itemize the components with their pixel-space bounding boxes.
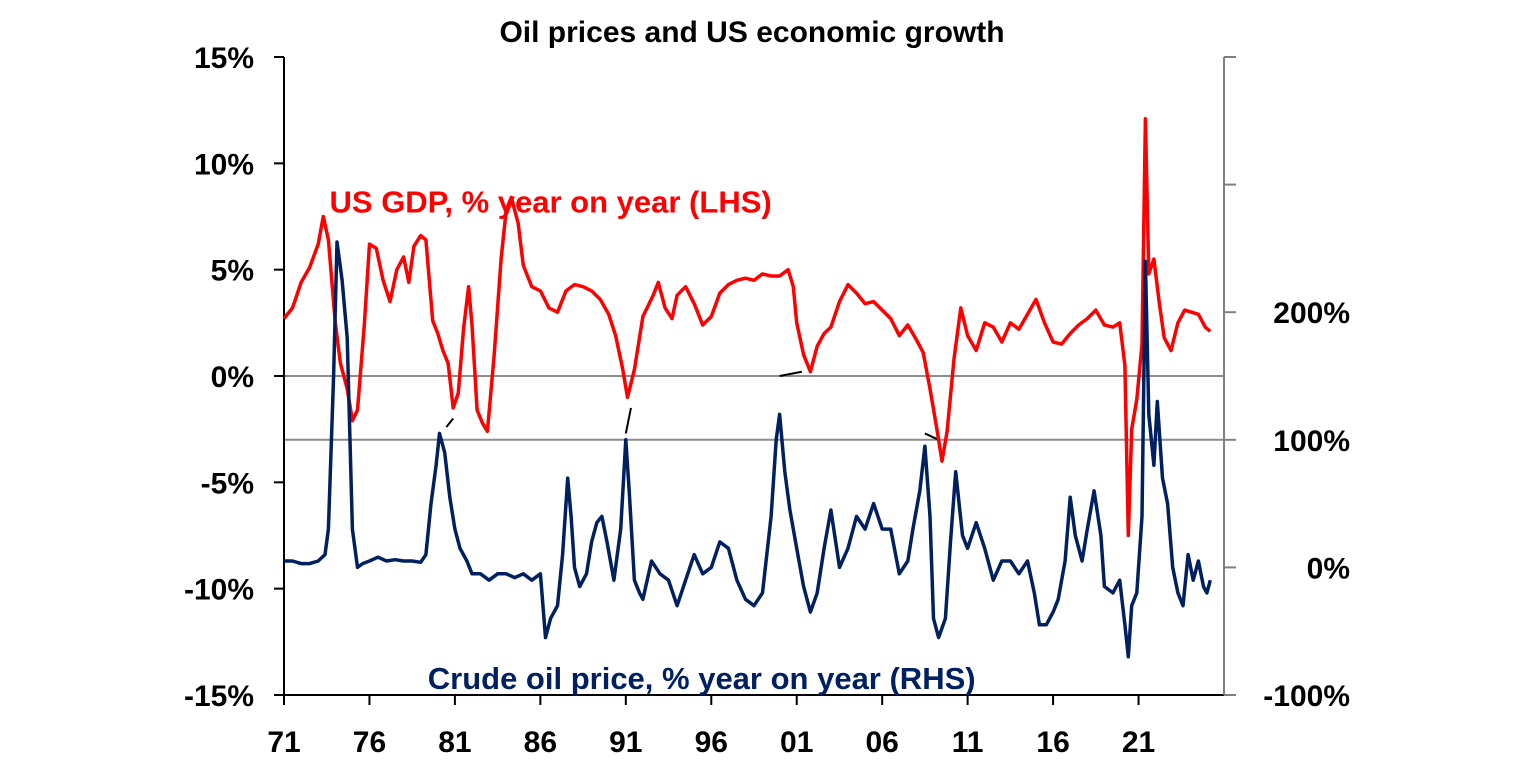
connector-line <box>624 407 632 434</box>
connector-line <box>445 417 454 428</box>
right-tick-label: 100% <box>1273 425 1350 458</box>
x-tick-labels: 71 76 81 86 91 96 01 06 11 16 21 <box>267 726 1155 759</box>
left-tick-label: -15% <box>184 680 254 713</box>
right-tick-label: 200% <box>1273 297 1350 330</box>
right-tick-labels: 200% 100% 0% -100% <box>1263 297 1350 713</box>
chart-title: Oil prices and US economic growth <box>499 16 1004 49</box>
left-tick-label: 15% <box>194 42 254 75</box>
left-tick-label: 0% <box>211 361 254 394</box>
x-tick-label: 71 <box>267 726 300 759</box>
gdp-series-label: US GDP, % year on year (LHS) <box>330 185 772 220</box>
connector-line <box>779 370 803 377</box>
oil-series-line <box>284 240 1212 659</box>
right-tick-label: -100% <box>1263 680 1350 713</box>
x-tick-label: 16 <box>1036 726 1069 759</box>
x-tick-label: 21 <box>1122 726 1155 759</box>
left-tick-label: 5% <box>211 255 254 288</box>
x-tick-label: 01 <box>780 726 813 759</box>
x-tick-label: 86 <box>524 726 557 759</box>
connector-line <box>924 432 940 441</box>
left-tick-labels: 15% 10% 5% 0% -5% -10% -15% <box>184 42 254 713</box>
left-tick-label: -10% <box>184 574 254 607</box>
x-tick-label: 91 <box>609 726 642 759</box>
x-tick-label: 06 <box>865 726 898 759</box>
gdp-series-line <box>282 116 1212 538</box>
oil-series-label: Crude oil price, % year on year (RHS) <box>428 661 976 696</box>
x-tick-label: 76 <box>353 726 386 759</box>
x-tick-label: 96 <box>695 726 728 759</box>
x-tick-label: 81 <box>438 726 471 759</box>
right-tick-label: 0% <box>1307 552 1350 585</box>
left-tick-label: 10% <box>194 148 254 181</box>
connectors <box>445 370 940 441</box>
left-tick-label: -5% <box>201 467 254 500</box>
x-tick-label: 11 <box>952 726 984 759</box>
grid <box>284 375 1224 441</box>
axes <box>274 56 1236 705</box>
